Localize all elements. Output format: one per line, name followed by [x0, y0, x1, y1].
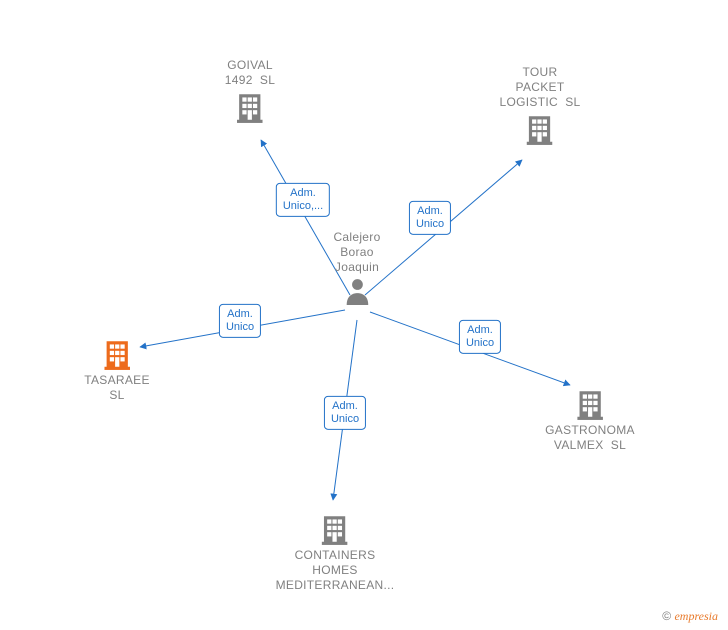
building-icon [84, 337, 150, 371]
company-node-containers[interactable]: CONTAINERS HOMES MEDITERRANEAN... [276, 510, 395, 593]
building-icon [276, 512, 395, 546]
company-node-label: CONTAINERS HOMES MEDITERRANEAN... [276, 548, 395, 593]
center-node[interactable]: Calejero Borao Joaquin [333, 230, 380, 307]
company-node-label: GASTRONOMA VALMEX SL [545, 423, 635, 453]
edge-label: Adm. Unico [459, 320, 501, 354]
company-node-label: TOUR PACKET LOGISTIC SL [500, 65, 581, 110]
building-icon [225, 90, 275, 124]
company-node-tour[interactable]: TOUR PACKET LOGISTIC SL [500, 65, 581, 148]
company-node-label: GOIVAL 1492 SL [225, 58, 275, 88]
edge-label: Adm. Unico [409, 201, 451, 235]
copyright-symbol: © [662, 609, 671, 623]
person-icon [333, 277, 380, 305]
company-node-tasaraee[interactable]: TASARAEE SL [84, 335, 150, 403]
building-icon [545, 387, 635, 421]
company-node-label: TASARAEE SL [84, 373, 150, 403]
edge-label: Adm. Unico,... [276, 183, 330, 217]
brand-name: empresia [674, 609, 718, 623]
edge-label: Adm. Unico [324, 396, 366, 430]
building-icon [500, 112, 581, 146]
edge-label: Adm. Unico [219, 304, 261, 338]
watermark: © empresia [662, 609, 718, 624]
diagram-canvas: Calejero Borao Joaquin GOIVAL 1492 SL TO… [0, 0, 728, 630]
company-node-gastronoma[interactable]: GASTRONOMA VALMEX SL [545, 385, 635, 453]
company-node-goival[interactable]: GOIVAL 1492 SL [225, 58, 275, 126]
center-node-label: Calejero Borao Joaquin [333, 230, 380, 275]
